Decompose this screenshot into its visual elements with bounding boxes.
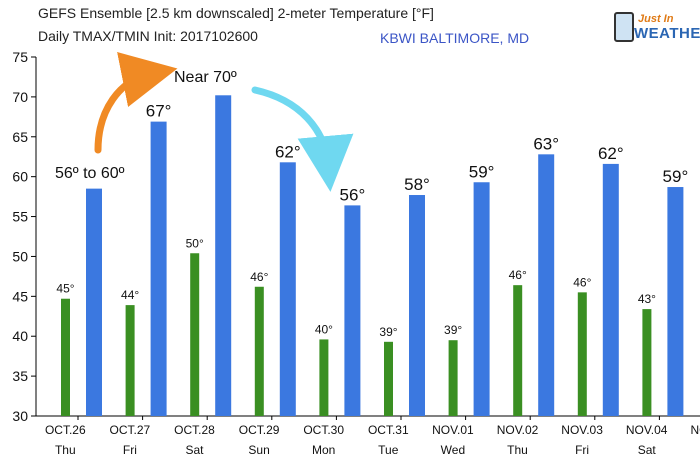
tmax-value-label: 59° bbox=[663, 167, 689, 186]
tmax-bar bbox=[279, 162, 296, 416]
tmin-value-label: 39° bbox=[379, 325, 397, 339]
y-tick-label: 30 bbox=[12, 408, 28, 424]
tmax-bar bbox=[473, 182, 490, 416]
x-tick-label-weekday: Wed bbox=[441, 443, 465, 457]
tmin-bar bbox=[577, 292, 587, 416]
x-tick-label-date: OCT.27 bbox=[110, 423, 151, 437]
tmin-bar bbox=[254, 286, 264, 416]
phone-icon bbox=[614, 12, 634, 42]
x-tick-label-date: NOV.01 bbox=[432, 423, 474, 437]
tmax-value-label: 67° bbox=[146, 102, 172, 121]
cyan-arrow bbox=[251, 86, 354, 192]
tmax-bar bbox=[667, 187, 684, 416]
x-tick-label-weekday: Fri bbox=[123, 443, 137, 457]
tmin-value-label: 39° bbox=[444, 323, 462, 337]
just-in-weather-logo: Just In WEATHER bbox=[614, 12, 700, 46]
y-tick-label: 60 bbox=[12, 169, 28, 185]
tmin-value-label: 44° bbox=[121, 288, 139, 302]
y-tick-label: 75 bbox=[12, 49, 28, 65]
x-tick-label-weekday: Mon bbox=[312, 443, 335, 457]
tmin-bar bbox=[319, 339, 329, 416]
annotation-near-70: Near 70º bbox=[174, 69, 237, 86]
logo-line1: Just In bbox=[638, 13, 674, 25]
station-label: KBWI BALTIMORE, MD bbox=[380, 30, 530, 46]
x-tick-label-date: OCT.26 bbox=[45, 423, 86, 437]
x-tick-label-date: OCT.31 bbox=[368, 423, 409, 437]
tmax-value-label: 62° bbox=[275, 142, 301, 161]
x-tick-label-date: NOV.04 bbox=[626, 423, 668, 437]
x-tick-label-weekday: Sat bbox=[638, 443, 657, 457]
y-tick-label: 65 bbox=[12, 129, 28, 145]
tmin-bar bbox=[125, 305, 135, 416]
y-tick-label: 40 bbox=[12, 328, 28, 344]
x-tick-label-weekday: Sat bbox=[185, 443, 204, 457]
x-tick-label-weekday: Tue bbox=[378, 443, 399, 457]
chart-title: GEFS Ensemble [2.5 km downscaled] 2-mete… bbox=[38, 5, 434, 21]
tmax-value-label: 58° bbox=[404, 175, 430, 194]
x-tick-label-date: NOV.05 bbox=[691, 423, 700, 437]
tmax-bar bbox=[215, 95, 232, 416]
x-tick-label-date: OCT.29 bbox=[239, 423, 280, 437]
tmin-value-label: 45° bbox=[56, 282, 74, 296]
tmin-value-label: 40° bbox=[315, 322, 333, 336]
x-tick-label-weekday: Thu bbox=[55, 443, 76, 457]
x-tick-label-date: NOV.03 bbox=[561, 423, 603, 437]
orange-arrow bbox=[94, 52, 178, 154]
x-tick-label-weekday: Fri bbox=[575, 443, 589, 457]
tmin-bar bbox=[513, 285, 523, 416]
y-tick-label: 70 bbox=[12, 89, 28, 105]
x-tick-label-date: NOV.02 bbox=[497, 423, 539, 437]
y-tick-label: 35 bbox=[12, 368, 28, 384]
tmax-bar bbox=[86, 188, 102, 416]
tmax-bar bbox=[538, 154, 555, 416]
x-tick-label-weekday: Sun bbox=[248, 443, 269, 457]
x-tick-label-date: OCT.30 bbox=[303, 423, 344, 437]
tmax-value-label: 63° bbox=[533, 134, 559, 153]
x-tick-label-weekday: Thu bbox=[507, 443, 528, 457]
tmin-bar bbox=[384, 341, 393, 416]
tmin-value-label: 46° bbox=[509, 268, 527, 282]
tmin-bar bbox=[642, 309, 652, 416]
tmax-bar bbox=[602, 163, 619, 416]
tmax-bar bbox=[344, 205, 361, 416]
tmax-bar bbox=[150, 121, 167, 417]
tmax-value-label: 59° bbox=[469, 162, 495, 181]
tmin-bar bbox=[190, 253, 200, 416]
tmin-value-label: 50° bbox=[186, 236, 204, 250]
tmax-value-label: 62° bbox=[598, 144, 624, 163]
tmin-bar bbox=[61, 298, 70, 416]
chart-subtitle: Daily TMAX/TMIN Init: 2017102600 bbox=[38, 28, 258, 44]
annotation-56-to-60: 56º to 60º bbox=[55, 165, 125, 182]
tmin-value-label: 46° bbox=[573, 275, 591, 289]
tmax-value-label: 56° bbox=[340, 185, 366, 204]
y-tick-label: 50 bbox=[12, 248, 28, 264]
y-tick-label: 55 bbox=[12, 209, 28, 225]
logo-line2: WEATHER bbox=[634, 25, 700, 42]
tmin-value-label: 46° bbox=[250, 270, 268, 284]
tmin-value-label: 43° bbox=[638, 292, 656, 306]
x-tick-label-date: OCT.28 bbox=[174, 423, 215, 437]
y-tick-label: 45 bbox=[12, 288, 28, 304]
tmin-bar bbox=[448, 340, 458, 416]
tmax-bar bbox=[409, 195, 425, 416]
